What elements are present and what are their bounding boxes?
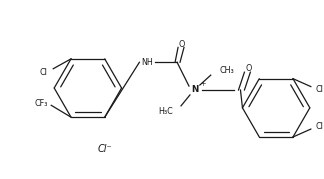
Text: CF₃: CF₃ xyxy=(35,99,48,108)
Text: CH₃: CH₃ xyxy=(219,66,234,75)
Text: +: + xyxy=(200,81,205,87)
Text: H₃C: H₃C xyxy=(158,107,173,116)
Text: NH: NH xyxy=(142,58,153,67)
Text: O: O xyxy=(245,64,251,73)
Text: Cl: Cl xyxy=(316,85,324,94)
Text: Cl: Cl xyxy=(39,68,47,77)
Text: Cl⁻: Cl⁻ xyxy=(98,144,112,154)
Text: O: O xyxy=(179,40,185,49)
Text: Cl: Cl xyxy=(316,122,324,131)
Text: N: N xyxy=(191,86,199,95)
